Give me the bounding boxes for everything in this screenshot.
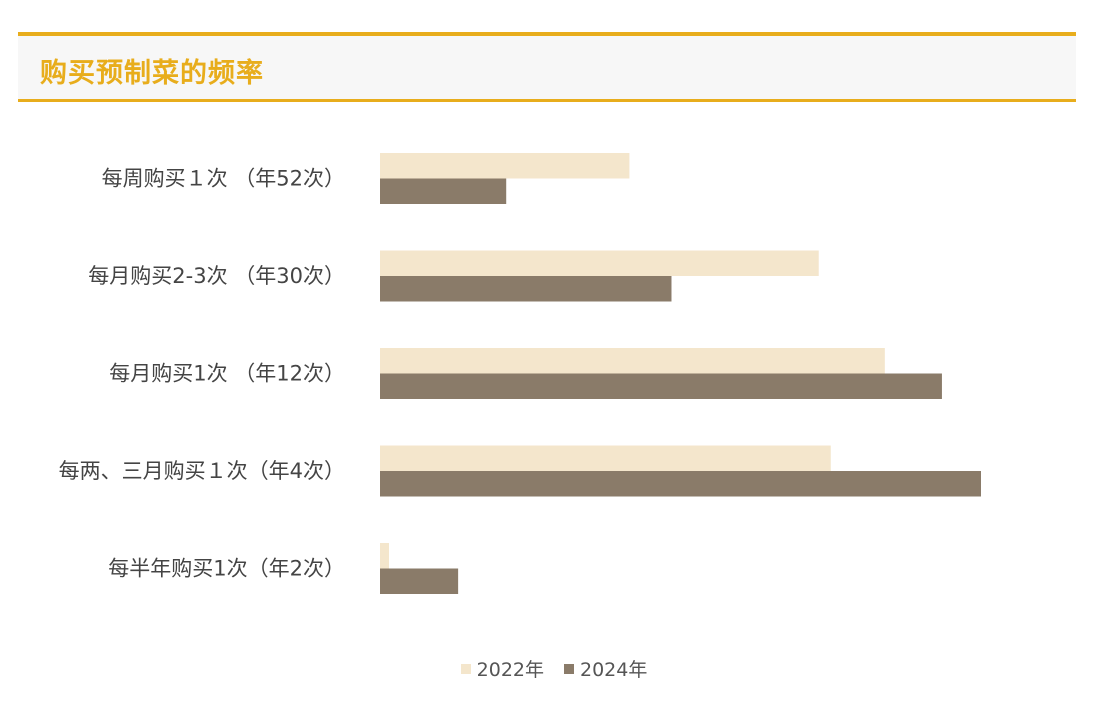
- title-bar: 购买预制菜的频率: [18, 32, 1076, 102]
- bar-2022-1[interactable]: [380, 250, 819, 277]
- bar-2024-0[interactable]: [380, 178, 507, 205]
- bar-2022-2[interactable]: [380, 348, 885, 374]
- category-label: 每周购买１次 （年52次）: [102, 167, 345, 191]
- category-label: 每月购买2-3次 （年30次）: [88, 264, 345, 288]
- bar-2022-0[interactable]: [380, 153, 630, 179]
- bar-2024-3[interactable]: [380, 471, 981, 497]
- category-label: 每月购买1次 （年12次）: [109, 362, 345, 386]
- page-title: 购买预制菜的频率: [40, 58, 264, 89]
- bar-2024-2[interactable]: [380, 373, 942, 400]
- legend: 2022年 2024年: [0, 655, 1108, 682]
- category-label: 每半年购买1次（年2次）: [108, 557, 345, 581]
- legend-label-2024: 2024年: [580, 659, 648, 681]
- bar-2022-4[interactable]: [380, 543, 390, 569]
- legend-item-2022[interactable]: 2022年: [460, 655, 544, 682]
- bar-2024-1[interactable]: [380, 276, 672, 302]
- legend-item-2024[interactable]: 2024年: [564, 655, 647, 682]
- bar-2024-4[interactable]: [380, 568, 459, 595]
- legend-swatch-2022: [460, 663, 471, 674]
- legend-swatch-2024: [564, 663, 574, 674]
- legend-label-2022: 2022年: [476, 659, 544, 681]
- bar-2022-3[interactable]: [380, 445, 831, 472]
- category-label: 每两、三月购买１次（年4次）: [59, 459, 345, 483]
